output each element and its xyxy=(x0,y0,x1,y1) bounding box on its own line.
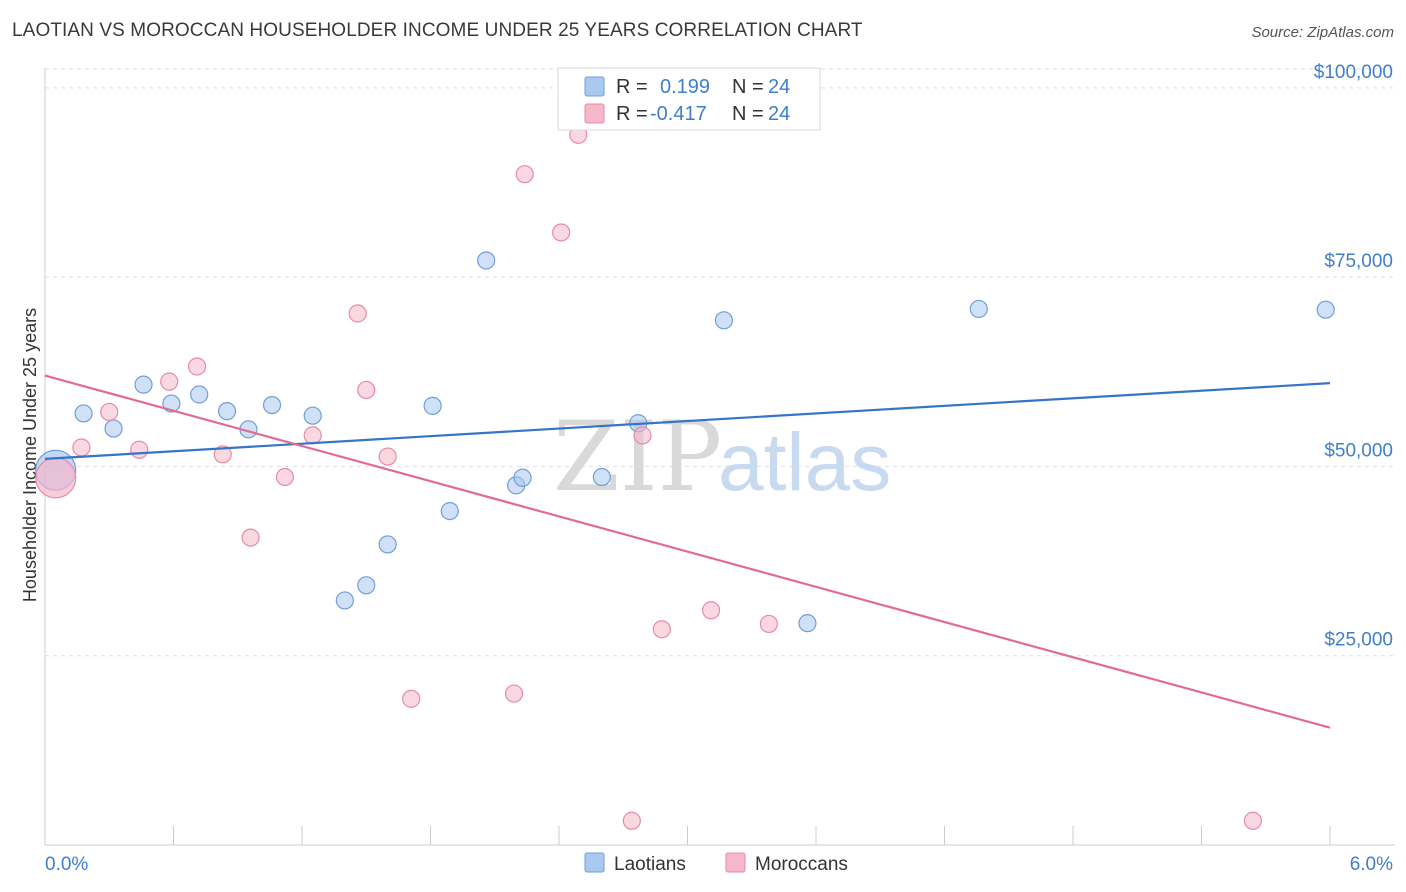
moroccan-data-point xyxy=(275,467,294,487)
watermark-atlas: atlas xyxy=(718,417,891,508)
legend-r-value-laotians: 0.199 xyxy=(660,76,710,98)
moroccan-data-point xyxy=(357,380,376,400)
moroccan-trend-line xyxy=(44,374,1331,729)
laotian-data-point xyxy=(74,404,93,423)
moroccan-data-point xyxy=(72,438,91,457)
moroccan-data-point xyxy=(759,614,778,634)
data-points xyxy=(35,125,1335,830)
laotian-data-point xyxy=(1316,300,1335,319)
laotian-data-point xyxy=(357,576,376,595)
legend-n-value-moroccans: 24 xyxy=(768,103,790,125)
moroccan-data-point xyxy=(187,357,207,376)
moroccan-data-point xyxy=(652,620,671,639)
moroccan-data-point xyxy=(100,402,119,422)
moroccan-data-point xyxy=(130,440,149,459)
x-tick-labels: 0.0% 6.0% xyxy=(45,854,1393,875)
y-tick-label: $100,000 xyxy=(1314,62,1393,83)
laotian-data-point xyxy=(335,591,354,610)
moroccan-data-point xyxy=(35,457,77,499)
legend-r-label-laotians: R = xyxy=(616,76,648,98)
trend-lines xyxy=(44,374,1331,729)
legend-r-value-moroccans: -0.417 xyxy=(650,103,707,125)
laotian-data-point xyxy=(969,299,988,319)
moroccan-data-point xyxy=(241,528,260,547)
legend-n-label-moroccans: N = xyxy=(732,103,764,125)
series-legend: Laotians Moroccans xyxy=(584,852,848,875)
y-tick-labels: $25,000 $50,000 $75,000 $100,000 xyxy=(1314,62,1393,651)
laotian-data-point xyxy=(104,419,123,438)
series-legend-label-laotians: Laotians xyxy=(614,854,686,875)
y-tick-label: $25,000 xyxy=(1324,630,1393,651)
moroccan-data-point xyxy=(402,689,421,708)
moroccan-data-point xyxy=(160,372,179,391)
stats-legend: R = 0.199 N = 24 R = -0.417 N = 24 xyxy=(557,67,821,131)
legend-n-label-laotians: N = xyxy=(732,76,764,98)
laotian-data-point xyxy=(134,375,153,394)
x-tick-label: 6.0% xyxy=(1350,854,1393,875)
legend-n-value-laotians: 24 xyxy=(768,76,790,98)
series-legend-swatch-laotians xyxy=(584,852,605,873)
laotian-data-point xyxy=(714,311,734,330)
grid-lines xyxy=(45,68,1395,657)
moroccan-data-point xyxy=(633,426,652,445)
chart-title: LAOTIAN VS MOROCCAN HOUSEHOLDER INCOME U… xyxy=(12,20,863,41)
moroccan-data-point xyxy=(622,811,641,830)
laotian-data-point xyxy=(513,468,532,487)
y-tick-label: $50,000 xyxy=(1324,440,1393,461)
laotian-data-point xyxy=(423,396,442,415)
source-credit: Source: ZipAtlas.com xyxy=(1251,24,1394,41)
legend-r-label-moroccans: R = xyxy=(616,103,648,125)
laotian-data-point xyxy=(162,394,181,413)
moroccan-data-point xyxy=(552,223,571,242)
laotian-data-point xyxy=(303,406,322,425)
laotian-data-point xyxy=(592,467,611,487)
y-axis-label: Householder Income Under 25 years xyxy=(20,308,40,602)
y-tick-label: $75,000 xyxy=(1324,251,1393,272)
moroccan-data-point xyxy=(1243,811,1263,830)
laotian-trend-line xyxy=(44,382,1331,460)
legend-swatch-laotians xyxy=(584,76,605,97)
moroccan-data-point xyxy=(303,426,322,445)
moroccan-data-point xyxy=(515,165,534,184)
laotian-data-point xyxy=(378,535,397,554)
moroccan-data-point xyxy=(348,304,367,323)
laotian-data-point xyxy=(217,402,237,421)
series-legend-label-moroccans: Moroccans xyxy=(755,854,848,875)
laotian-data-point xyxy=(190,385,209,404)
moroccan-data-point xyxy=(213,445,232,464)
laotian-data-point xyxy=(798,614,817,633)
series-legend-swatch-moroccans xyxy=(725,852,746,873)
moroccan-data-point xyxy=(378,447,397,466)
laotian-data-point xyxy=(262,396,282,415)
legend-swatch-moroccans xyxy=(584,103,605,124)
x-tick-label: 0.0% xyxy=(45,854,88,875)
laotian-data-point xyxy=(477,251,496,270)
moroccan-data-point xyxy=(701,601,721,620)
watermark: ZIP atlas xyxy=(553,401,891,513)
laotian-data-point xyxy=(440,502,459,521)
moroccan-data-point xyxy=(504,684,524,703)
